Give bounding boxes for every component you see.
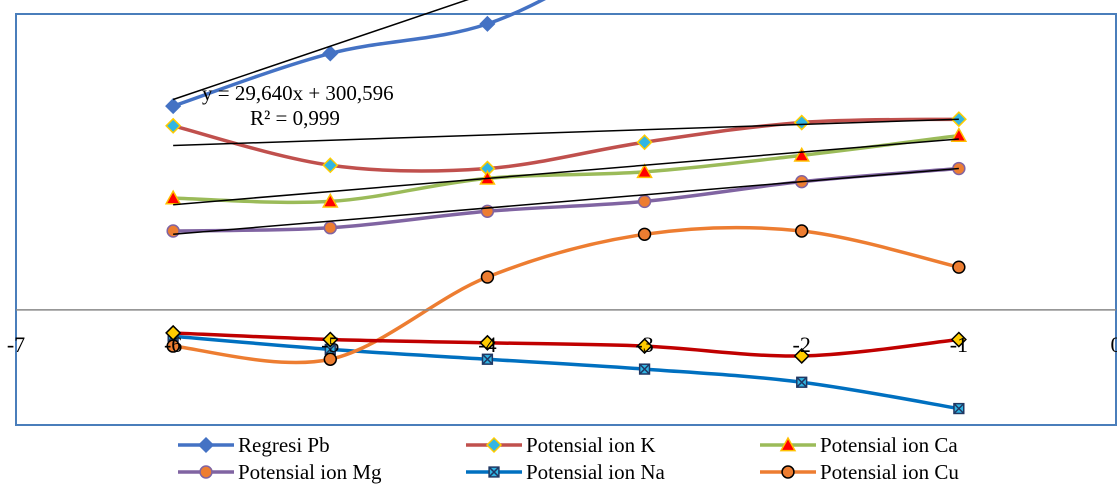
data-point-potensial-ion-k: [636, 134, 653, 151]
data-point-potensial-ion-cu: [952, 260, 966, 274]
x-tick-label: 0: [1111, 332, 1117, 357]
legend-label: Potensial ion Mg: [238, 460, 382, 484]
data-point-regresi-pb: [322, 45, 339, 62]
data-point-potensial-ion-ca: [793, 146, 810, 162]
regression-r2: R² = 0,999: [250, 106, 340, 130]
data-point-potensial-ion-ca: [322, 192, 339, 208]
data-point-potensial-ion-na: [638, 363, 651, 375]
trendlines: [172, 0, 959, 236]
legend-marker-potensial-ion-k: [485, 436, 503, 454]
data-point-potensial-ion-cu: [323, 352, 337, 366]
data-point-potensial-ion-cu: [480, 270, 495, 284]
trendline: [172, 0, 469, 101]
legend-item-potensial-ion-ca: Potensial ion Ca: [760, 433, 958, 457]
data-point-potensial-ion-ca: [164, 189, 182, 205]
data-point-regresi-pb: [165, 98, 182, 115]
data-point-potensial-ion-k: [165, 117, 182, 134]
legend-marker-potensial-ion-cu: [781, 465, 795, 479]
data-point-potensial-ion-na: [953, 402, 965, 415]
x-tick-label: -1: [950, 332, 968, 357]
data-point-potensial-ion-ca: [950, 127, 968, 143]
legend-item-potensial-ion-cu: Potensial ion Cu: [760, 460, 959, 484]
legend-marker-regresi-pb: [197, 436, 215, 454]
data-point-potensial-ion-mg: [323, 221, 337, 235]
legend-item-potensial-ion-k: Potensial ion K: [466, 433, 656, 457]
legend-label: Potensial ion Cu: [820, 460, 959, 484]
data-point-potensial-ion-mg: [166, 224, 180, 238]
series-line-potensial-ion-k: [172, 117, 959, 173]
regression-equation: y = 29,640x + 300,596: [202, 81, 394, 105]
data-point-series-7: [322, 331, 339, 348]
data-point-potensial-ion-mg: [637, 194, 652, 209]
legend-marker-potensial-ion-na: [488, 466, 500, 478]
regression-annotation: y = 29,640x + 300,596 R² = 0,999: [202, 81, 394, 130]
data-point-series-7: [479, 334, 496, 351]
data-point-potensial-ion-ca: [636, 163, 653, 179]
legend-label: Potensial ion K: [526, 433, 656, 457]
data-point-series-7: [950, 331, 967, 348]
series-line-potensial-ion-ca: [173, 133, 960, 205]
x-tick-labels: -7 -6 -5 -4 -3 -2 -1 0: [7, 332, 1117, 357]
legend-label: Potensial ion Na: [526, 460, 665, 484]
data-point-potensial-ion-k: [322, 157, 339, 174]
x-tick-label: -7: [7, 332, 25, 357]
data-point-series-7: [636, 338, 653, 355]
series-line-potensial-ion-cu: [172, 225, 960, 365]
legend-item-potensial-ion-na: Potensial ion Na: [466, 460, 665, 484]
series-potensial-ion-na: [167, 330, 965, 415]
legend-item-potensial-ion-mg: Potensial ion Mg: [178, 460, 382, 484]
plot-area-border: [15, 13, 1117, 426]
legend-marker-potensial-ion-mg: [199, 465, 213, 479]
series-potensial-ion-ca: [164, 127, 968, 208]
x-tick-label: -2: [793, 332, 811, 357]
data-point-potensial-ion-cu: [637, 227, 652, 241]
data-point-potensial-ion-cu: [795, 224, 809, 238]
legend-label: Potensial ion Ca: [820, 433, 958, 457]
data-point-potensial-ion-na: [796, 376, 808, 388]
legend-label: Regresi Pb: [238, 433, 330, 457]
legend: Regresi Pb Potensial ion K Potensial ion C…: [178, 433, 959, 484]
x-tick-label: -4: [478, 332, 496, 357]
series-line-regresi-pb: [172, 0, 547, 108]
data-point-series-7: [165, 324, 182, 341]
legend-item-regresi-pb: Regresi Pb: [178, 433, 330, 457]
series-line-potensial-ion-na: [172, 334, 960, 411]
trendline: [173, 167, 959, 236]
trendline: [173, 138, 959, 206]
series-series-7: [165, 324, 967, 365]
series-group: [164, 0, 968, 415]
x-tick-label: -3: [635, 332, 653, 357]
data-point-potensial-ion-k: [793, 114, 810, 131]
x-tick-label: -6: [164, 332, 182, 357]
legend-marker-potensial-ion-ca: [779, 436, 797, 452]
trendline: [173, 118, 959, 147]
series-potensial-ion-k: [165, 111, 967, 177]
data-point-regresi-pb: [479, 15, 496, 32]
data-point-potensial-ion-na: [481, 353, 494, 365]
x-tick-label: -5: [321, 332, 339, 357]
data-point-series-7: [793, 347, 810, 365]
series-regresi-pb: [165, 0, 547, 115]
series-line-series-7: [173, 331, 960, 358]
